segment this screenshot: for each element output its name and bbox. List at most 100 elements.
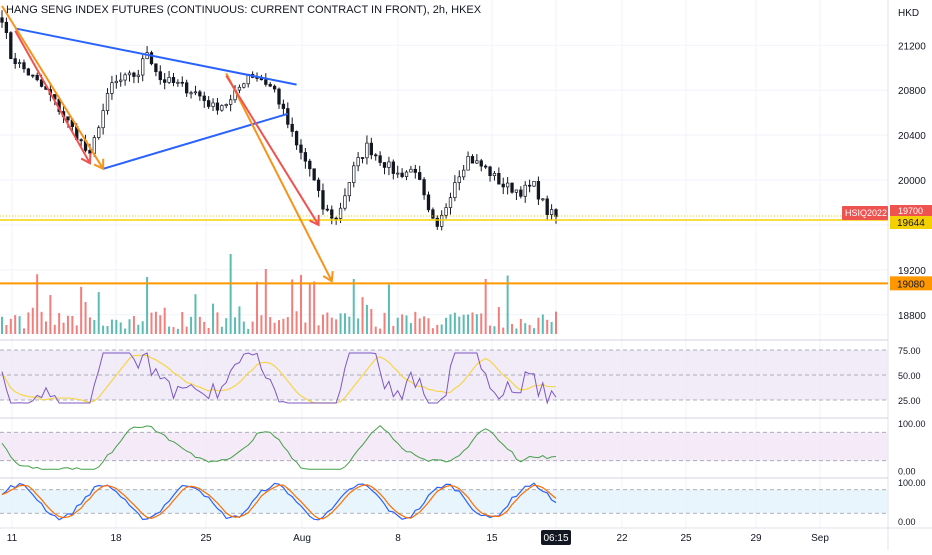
candle-body	[290, 123, 294, 132]
volume-bar	[132, 315, 135, 334]
volume-bar	[212, 303, 215, 334]
volume-bar	[511, 324, 514, 334]
candle-body	[4, 21, 9, 33]
volume-bar	[299, 274, 302, 334]
candle-body	[31, 74, 35, 77]
candle-body	[277, 88, 281, 105]
candle-body	[431, 209, 435, 219]
volume-bar	[519, 318, 522, 334]
volume-bar	[370, 308, 373, 334]
volume-bar	[181, 311, 184, 334]
volume-bar	[128, 319, 131, 334]
candle-body	[462, 169, 466, 178]
pane-tick-label: 100.00	[898, 419, 926, 429]
volume-bar	[449, 314, 452, 334]
candle-body	[132, 72, 136, 77]
cursor-time-tag	[541, 530, 571, 545]
volume-bar	[264, 269, 267, 334]
volume-bar	[146, 276, 149, 334]
candle-body	[382, 162, 387, 168]
trendline	[14, 27, 297, 86]
candle-body	[523, 184, 527, 197]
candle-body	[215, 102, 220, 111]
volume-bar	[295, 311, 298, 334]
candle-body	[396, 172, 400, 175]
volume-bar	[27, 312, 30, 334]
volume-bar	[203, 321, 206, 334]
time-tick-label: 25	[200, 533, 212, 544]
candle-body	[110, 82, 114, 94]
volume-bar	[53, 324, 56, 334]
price-tick-label: 21200	[898, 41, 926, 52]
pane-tick-label: 100.00	[898, 478, 926, 488]
pane-tick-label: 75.00	[898, 346, 921, 356]
volume-bar	[260, 315, 263, 334]
volume-bar	[247, 328, 250, 334]
stoch-d-line	[1, 484, 557, 520]
rsi-line	[1, 352, 557, 405]
volume-bar	[467, 314, 470, 334]
volume-bar	[115, 319, 118, 334]
candle-body	[9, 32, 13, 60]
volume-bar	[330, 317, 333, 334]
candle-body	[554, 209, 558, 217]
volume-bar	[9, 318, 12, 334]
candle-body	[312, 168, 316, 181]
volume-bar	[251, 321, 254, 334]
drawings	[1, 5, 334, 283]
price-tick-label: 20000	[898, 176, 926, 187]
time-tick-label: 11	[7, 533, 18, 544]
volume-bar	[436, 324, 439, 334]
symbol-tag	[842, 206, 888, 221]
candle-body	[545, 198, 549, 215]
candle-body	[536, 181, 541, 200]
candle-body	[127, 72, 132, 76]
candle-body	[422, 179, 426, 196]
volume-bar	[80, 286, 83, 334]
volume-bar	[497, 307, 500, 334]
volume-bar	[555, 311, 557, 334]
candle-body	[549, 209, 554, 215]
volume-bar	[326, 312, 329, 334]
volume-bar	[168, 326, 171, 334]
pane-tick-label: 25.00	[898, 396, 921, 406]
volume-bar	[506, 275, 509, 334]
volume-bar	[528, 324, 531, 334]
volume-bar	[321, 314, 324, 334]
time-tick-label: 18	[110, 533, 122, 544]
volume-bar	[480, 313, 483, 334]
volume-bar	[84, 302, 87, 334]
candle-body	[119, 79, 123, 82]
candle-body	[268, 84, 272, 87]
candle-body	[387, 161, 391, 168]
stoch-k-line	[1, 482, 557, 521]
candle-body	[39, 79, 44, 87]
volume-bar	[278, 320, 280, 334]
candle-body	[501, 183, 505, 188]
time-tick-label: Aug	[293, 533, 311, 544]
candle-body	[360, 157, 365, 159]
arrow-line	[225, 75, 320, 226]
candle-body	[378, 155, 382, 163]
candle-body	[492, 173, 497, 177]
oscillator-pane	[0, 417, 888, 462]
volume-bar	[304, 322, 307, 334]
volume-bar	[44, 321, 47, 334]
volume-bar	[493, 326, 496, 334]
volume-bar	[18, 316, 21, 334]
candle-body	[400, 172, 404, 177]
candle-body	[303, 152, 308, 162]
volume-bar	[489, 325, 492, 334]
volume-bar	[471, 312, 474, 334]
candle-body	[541, 198, 545, 201]
currency-label: HKD	[898, 8, 919, 19]
volume-bar	[484, 278, 487, 334]
volume-bar	[392, 325, 395, 334]
candle-body	[391, 161, 395, 174]
candle-body	[484, 165, 488, 168]
arrow-line	[225, 72, 333, 282]
candle-body	[435, 217, 439, 227]
volume-bar	[22, 328, 25, 334]
time-tick-label: 29	[750, 533, 762, 544]
